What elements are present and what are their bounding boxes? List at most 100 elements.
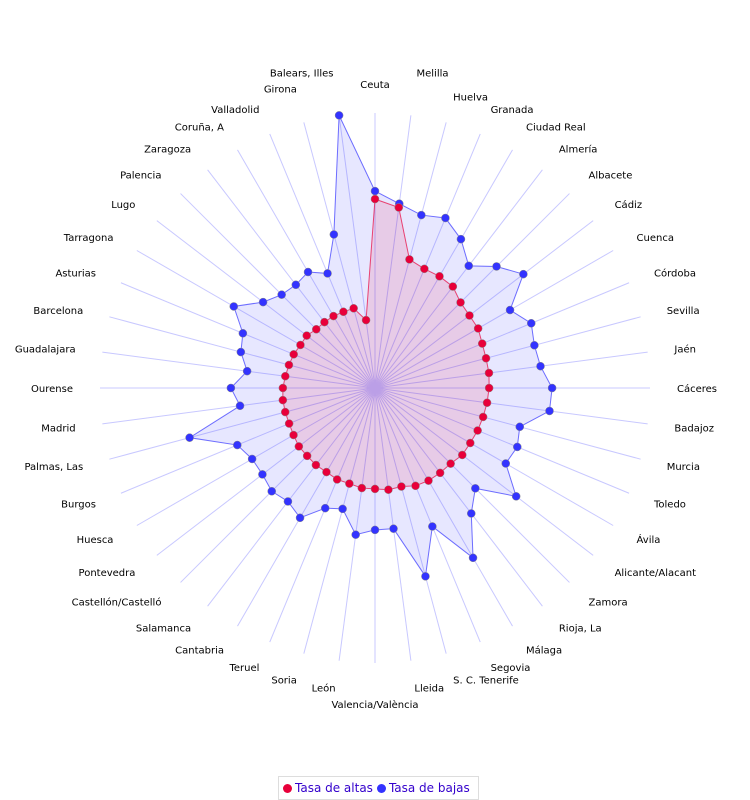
data-point[interactable] bbox=[530, 341, 539, 350]
data-point[interactable] bbox=[329, 311, 338, 321]
data-point[interactable] bbox=[267, 487, 276, 496]
data-point[interactable] bbox=[466, 438, 475, 448]
data-point[interactable] bbox=[370, 484, 380, 494]
data-point[interactable] bbox=[421, 572, 430, 581]
data-point[interactable] bbox=[357, 483, 367, 493]
data-point[interactable] bbox=[397, 482, 406, 491]
data-point[interactable] bbox=[185, 433, 194, 442]
data-point[interactable] bbox=[283, 497, 293, 506]
data-point[interactable] bbox=[389, 524, 398, 533]
data-point[interactable] bbox=[320, 317, 329, 327]
data-point[interactable] bbox=[295, 513, 305, 523]
data-point[interactable] bbox=[247, 454, 257, 464]
data-point[interactable] bbox=[467, 509, 476, 518]
data-point[interactable] bbox=[465, 311, 474, 320]
data-point[interactable] bbox=[513, 442, 522, 452]
data-point[interactable] bbox=[294, 442, 304, 451]
data-point[interactable] bbox=[229, 302, 239, 311]
data-point[interactable] bbox=[302, 451, 312, 461]
data-point[interactable] bbox=[545, 406, 554, 416]
data-point[interactable] bbox=[238, 329, 248, 338]
data-point[interactable] bbox=[281, 371, 290, 381]
data-point[interactable] bbox=[468, 553, 478, 563]
data-point[interactable] bbox=[311, 460, 321, 470]
data-point[interactable] bbox=[235, 401, 245, 411]
data-point[interactable] bbox=[291, 280, 301, 290]
data-point[interactable] bbox=[428, 522, 437, 531]
legend-label-altas: Tasa de altas bbox=[295, 781, 373, 795]
data-point[interactable] bbox=[339, 307, 348, 317]
data-point[interactable] bbox=[242, 366, 252, 376]
data-point[interactable] bbox=[334, 111, 344, 120]
data-point[interactable] bbox=[482, 398, 492, 408]
legend-item-bajas[interactable]: Tasa de bajas bbox=[376, 781, 470, 795]
data-point[interactable] bbox=[284, 360, 294, 370]
data-point[interactable] bbox=[456, 298, 465, 307]
data-point[interactable] bbox=[258, 470, 267, 479]
data-point[interactable] bbox=[303, 267, 313, 277]
data-point[interactable] bbox=[361, 315, 371, 325]
data-point[interactable] bbox=[448, 282, 458, 291]
data-point[interactable] bbox=[258, 297, 268, 307]
data-point[interactable] bbox=[484, 368, 494, 378]
data-point[interactable] bbox=[446, 459, 455, 468]
data-point[interactable] bbox=[492, 262, 501, 271]
data-point[interactable] bbox=[435, 468, 445, 478]
data-point[interactable] bbox=[332, 475, 342, 484]
data-point[interactable] bbox=[515, 422, 525, 432]
data-point[interactable] bbox=[370, 525, 380, 535]
data-point[interactable] bbox=[411, 481, 420, 491]
data-point[interactable] bbox=[277, 290, 286, 299]
data-point[interactable] bbox=[302, 331, 311, 340]
data-point[interactable] bbox=[547, 383, 557, 393]
data-point[interactable] bbox=[473, 426, 482, 435]
data-point[interactable] bbox=[289, 350, 298, 359]
data-point[interactable] bbox=[484, 383, 494, 393]
data-point[interactable] bbox=[289, 430, 298, 440]
data-point[interactable] bbox=[505, 305, 515, 315]
data-point[interactable] bbox=[323, 269, 332, 278]
data-point[interactable] bbox=[424, 476, 433, 485]
category-label: Burgos bbox=[61, 500, 96, 511]
data-point[interactable] bbox=[405, 255, 414, 264]
data-point[interactable] bbox=[394, 203, 404, 212]
data-point[interactable] bbox=[296, 340, 305, 350]
data-point[interactable] bbox=[236, 347, 246, 357]
data-point[interactable] bbox=[519, 269, 528, 279]
data-point[interactable] bbox=[478, 412, 488, 422]
data-point[interactable] bbox=[284, 419, 294, 428]
data-point[interactable] bbox=[417, 210, 426, 220]
legend-item-altas[interactable]: Tasa de altas bbox=[283, 781, 373, 795]
data-point[interactable] bbox=[501, 459, 510, 468]
data-point[interactable] bbox=[320, 503, 330, 513]
data-point[interactable] bbox=[511, 492, 521, 501]
axis-line bbox=[374, 387, 594, 556]
data-point[interactable] bbox=[329, 230, 339, 239]
data-point[interactable] bbox=[370, 194, 380, 204]
data-point[interactable] bbox=[233, 440, 242, 450]
data-point[interactable] bbox=[226, 383, 236, 393]
data-point[interactable] bbox=[338, 504, 347, 514]
data-point[interactable] bbox=[351, 530, 360, 539]
data-point[interactable] bbox=[456, 234, 466, 244]
data-point[interactable] bbox=[458, 450, 467, 460]
data-point[interactable] bbox=[345, 479, 354, 488]
data-point[interactable] bbox=[536, 361, 545, 371]
data-point[interactable] bbox=[278, 383, 288, 393]
data-point[interactable] bbox=[349, 304, 358, 313]
data-point[interactable] bbox=[420, 264, 429, 274]
data-point[interactable] bbox=[471, 484, 480, 493]
data-point[interactable] bbox=[322, 467, 331, 477]
data-point[interactable] bbox=[435, 272, 444, 281]
data-point[interactable] bbox=[527, 319, 536, 328]
data-point[interactable] bbox=[312, 325, 321, 334]
data-point[interactable] bbox=[384, 485, 393, 494]
data-point[interactable] bbox=[441, 213, 450, 223]
data-point[interactable] bbox=[280, 407, 290, 417]
data-point[interactable] bbox=[481, 353, 491, 363]
data-point[interactable] bbox=[477, 339, 487, 348]
data-point[interactable] bbox=[473, 324, 483, 333]
data-point[interactable] bbox=[464, 261, 473, 271]
data-point[interactable] bbox=[278, 395, 288, 405]
data-point[interactable] bbox=[370, 186, 380, 196]
